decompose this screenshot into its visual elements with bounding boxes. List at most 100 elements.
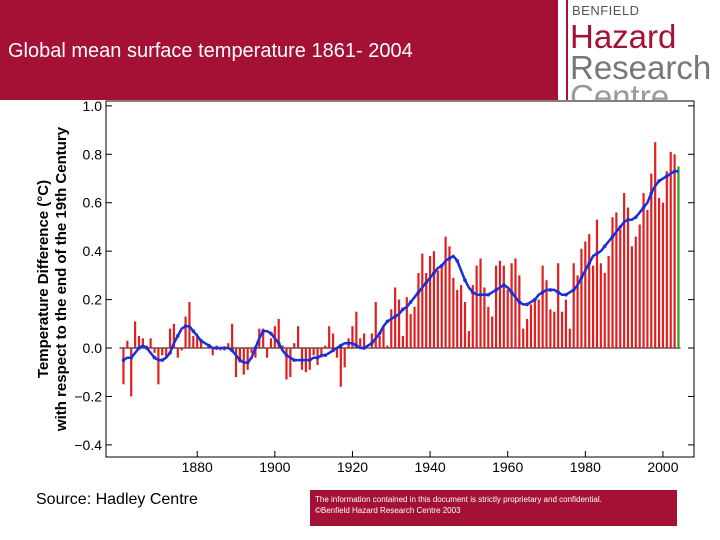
annual-bars	[122, 142, 680, 397]
bar-1973	[557, 263, 560, 349]
bar-1939	[425, 272, 428, 349]
smooth-point-1919	[346, 341, 351, 345]
smooth-point-1925	[370, 341, 374, 345]
smooth-point-1915	[331, 348, 335, 353]
title-bar: Global mean surface temperature 1861- 20…	[0, 0, 558, 100]
bar-1951	[471, 285, 474, 349]
bar-1863	[130, 348, 133, 397]
bar-1881	[199, 340, 203, 349]
bar-1967	[533, 299, 536, 349]
smooth-point-1981	[587, 261, 592, 266]
smooth-point-1993	[633, 215, 638, 220]
bar-1958	[498, 260, 502, 349]
bar-1869	[153, 348, 156, 353]
smooth-point-1979	[579, 275, 584, 280]
smooth-point-1887	[222, 346, 227, 350]
bar-1938	[421, 253, 424, 349]
smooth-point-1889	[230, 348, 234, 353]
smooth-point-1957	[494, 288, 498, 292]
smooth-point-1971	[548, 288, 553, 292]
bar-1948	[460, 285, 463, 349]
plot-frame	[105, 100, 695, 458]
x-tick-label: 1880	[182, 459, 213, 475]
bar-1957	[494, 265, 498, 349]
smooth-point-1977	[571, 288, 576, 292]
y-tick-label: 0.2	[83, 292, 103, 308]
bar-1925	[370, 333, 373, 349]
smooth-point-1879	[191, 329, 196, 333]
bar-1964	[522, 328, 525, 349]
bar-1882	[203, 348, 207, 349]
bar-1996	[646, 209, 649, 349]
x-tick-label: 1940	[415, 459, 446, 475]
bar-1932	[397, 299, 401, 349]
smooth-point-1881	[199, 338, 203, 343]
bar-1876	[180, 348, 183, 351]
bar-2000	[661, 202, 665, 349]
bar-1915	[331, 333, 335, 349]
bar-1983	[595, 219, 599, 349]
bar-1991	[626, 207, 630, 349]
bar-1930	[390, 309, 393, 349]
bar-1940	[428, 255, 432, 349]
smooth-point-1965	[525, 302, 529, 307]
bar-1893	[246, 348, 249, 370]
smooth-point-1883	[207, 343, 211, 348]
bar-1879	[192, 335, 195, 349]
smooth-point-1933	[401, 307, 405, 312]
smooth-point-1995	[641, 205, 646, 210]
bar-1992	[630, 246, 634, 349]
smooth-point-1955	[486, 292, 491, 297]
y-tick-label: 0.0	[83, 340, 103, 356]
bar-1861	[122, 348, 125, 385]
smooth-point-1929	[385, 319, 390, 324]
smooth-point-1867	[144, 346, 149, 350]
bar-1999	[657, 197, 661, 349]
smoothed-curve	[122, 169, 679, 364]
y-axis-ticks: 1.0 0.8 0.6 0.4 0.2 0.0 −0.2 −0.4	[74, 98, 694, 453]
bar-1901	[277, 318, 280, 349]
logo-hazard: Hazard	[570, 18, 677, 55]
bar-1947	[456, 289, 459, 349]
bar-1917	[339, 348, 342, 387]
smooth-point-1937	[416, 290, 421, 295]
smooth-point-1903	[284, 353, 289, 358]
smooth-point-2001	[665, 174, 669, 178]
source-note: Source: Hadley Centre	[36, 491, 198, 508]
smooth-point-1951	[470, 290, 475, 295]
smooth-point-1987	[610, 234, 615, 239]
bar-1949	[463, 302, 467, 349]
smooth-point-1991	[626, 217, 630, 222]
smooth-point-1949	[463, 278, 467, 283]
bar-1903	[285, 348, 288, 380]
bar-1997	[650, 173, 653, 349]
bar-1943	[440, 265, 443, 349]
bar-1905	[293, 343, 296, 349]
bar-1913	[324, 345, 327, 349]
bar-1954	[483, 287, 486, 349]
bar-1956	[491, 316, 494, 349]
smooth-point-2003	[672, 169, 677, 174]
bar-2001	[665, 171, 668, 349]
smooth-point-1901	[276, 341, 281, 345]
bar-1952	[475, 265, 478, 349]
y-tick-label: 0.6	[83, 195, 103, 211]
smooth-point-1989	[618, 225, 623, 229]
smooth-point-1939	[424, 280, 428, 285]
bar-1960	[506, 289, 509, 349]
smooth-point-1999	[657, 179, 661, 183]
bar-1874	[172, 323, 176, 349]
x-axis-ticks: 1880 1900 1920 1940 1960 1980 2000	[182, 451, 679, 475]
bar-1969	[541, 265, 544, 349]
smooth-point-1911	[315, 355, 320, 360]
bar-2003	[673, 154, 676, 349]
smooth-point-1905	[292, 358, 297, 362]
bar-1974	[560, 311, 564, 349]
bar-1978	[576, 275, 579, 349]
y-tick-label: 1.0	[83, 98, 103, 114]
smooth-point-1941	[432, 271, 436, 275]
bar-1998	[654, 142, 657, 349]
smooth-point-1871	[160, 358, 165, 362]
bar-1994	[638, 224, 641, 349]
